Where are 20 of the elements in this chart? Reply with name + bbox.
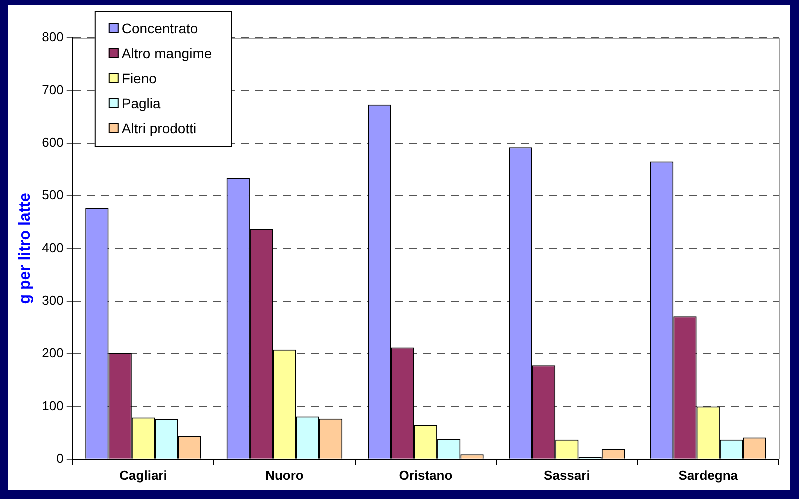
y-tick-label: 700 xyxy=(42,82,64,98)
y-tick-label: 200 xyxy=(42,346,64,361)
y-tick-label: 100 xyxy=(42,398,64,414)
x-tick-label: Sardegna xyxy=(678,468,739,483)
x-tick-label: Sassari xyxy=(544,468,590,483)
y-tick-label: 600 xyxy=(42,134,64,150)
legend-label: Altri prodotti xyxy=(122,120,197,136)
y-tick-label: 800 xyxy=(42,30,64,45)
legend-label: Altro mangime xyxy=(122,45,212,62)
y-tick-label: 300 xyxy=(42,292,64,308)
y-tick-label: 500 xyxy=(42,188,64,203)
x-tick-label: Nuoro xyxy=(266,468,304,483)
x-tick-label: Oristano xyxy=(399,468,453,483)
y-tick-label: 0 xyxy=(56,450,64,466)
legend-label: Fieno xyxy=(122,70,158,86)
legend-label: Paglia xyxy=(122,95,162,112)
y-axis-title: g per litro latte xyxy=(17,193,34,304)
x-tick-label: Cagliari xyxy=(120,468,168,483)
y-tick-label: 400 xyxy=(42,240,64,256)
legend-label: Concentrato xyxy=(122,20,198,36)
